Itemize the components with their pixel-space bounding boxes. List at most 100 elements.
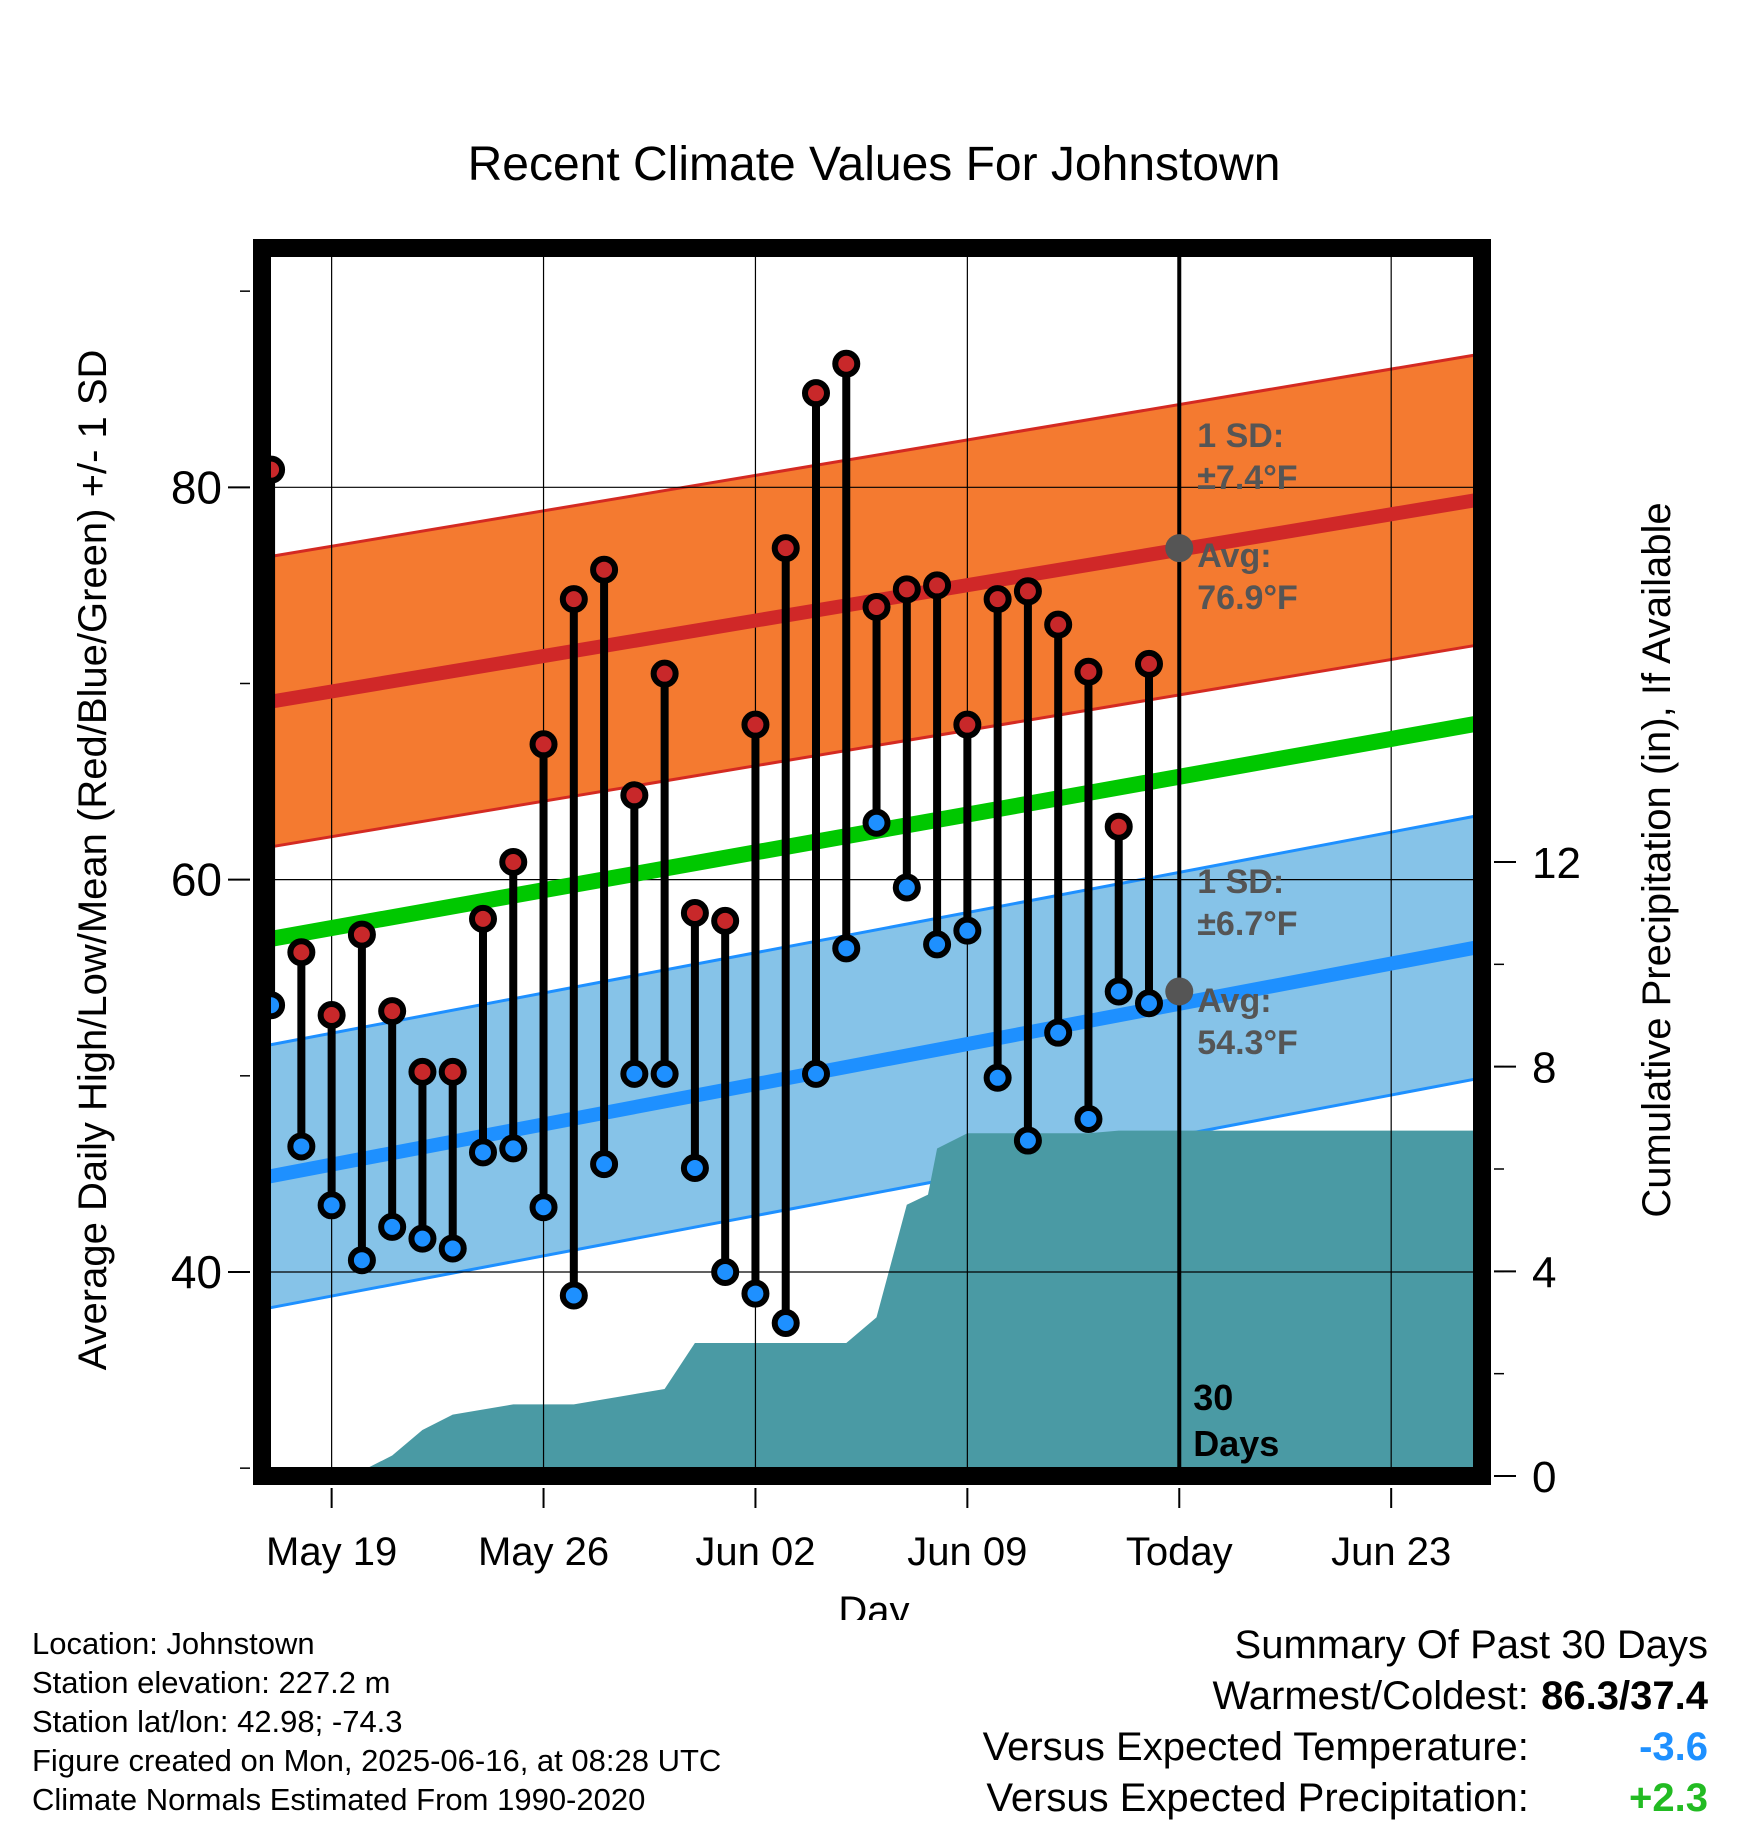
y-axis-label: Average Daily High/Low/Mean (Red/Blue/Gr… bbox=[71, 350, 115, 1371]
x-tick-label: Today bbox=[1126, 1530, 1233, 1574]
elevation-text: Station elevation: 227.2 m bbox=[32, 1665, 391, 1700]
precip-row: Versus Expected Precipitation: +2.3 bbox=[983, 1773, 1708, 1824]
y-tick-label: 40 bbox=[171, 1246, 222, 1298]
low-point bbox=[650, 1059, 679, 1088]
low-point bbox=[559, 1281, 588, 1310]
high-point bbox=[892, 575, 921, 604]
low-point bbox=[620, 1059, 649, 1088]
high-point bbox=[1104, 812, 1133, 841]
high-sd-value: ±7.4°F bbox=[1197, 459, 1297, 497]
precip-label: Versus Expected Precipitation: bbox=[986, 1776, 1529, 1820]
high-avg-label: Avg: bbox=[1197, 537, 1271, 575]
low-point bbox=[680, 1154, 709, 1183]
low-point bbox=[590, 1150, 619, 1179]
low-point bbox=[317, 1191, 346, 1220]
high-point bbox=[1013, 577, 1042, 606]
location-text: Location: Johnstown bbox=[32, 1626, 315, 1661]
y2-axis-label: Cumulative Precipitation (in), If Availa… bbox=[1635, 502, 1679, 1217]
high-point bbox=[650, 659, 679, 688]
low-avg-label: Avg: bbox=[1197, 982, 1271, 1020]
high-point bbox=[559, 585, 588, 614]
high-point bbox=[953, 710, 982, 739]
low-point bbox=[529, 1193, 558, 1222]
warm-cold-row: Warmest/Coldest: 86.3/37.4 bbox=[983, 1671, 1709, 1722]
high-point bbox=[590, 555, 619, 584]
low-point bbox=[1044, 1018, 1073, 1047]
high-point bbox=[468, 904, 497, 933]
low-sd-value: ±6.7°F bbox=[1197, 905, 1297, 943]
y2-tick-label: 4 bbox=[1532, 1248, 1556, 1297]
low-sd-upper-line bbox=[261, 813, 1483, 1048]
high-point bbox=[1074, 657, 1103, 686]
low-point bbox=[1104, 977, 1133, 1006]
y2-tick-label: 0 bbox=[1532, 1453, 1556, 1502]
high-point bbox=[741, 710, 770, 739]
low-point bbox=[923, 930, 952, 959]
high-point bbox=[771, 534, 800, 563]
low-point bbox=[499, 1134, 528, 1163]
summary-panel: Summary Of Past 30 Days Warmest/Coldest:… bbox=[983, 1620, 1708, 1824]
low-point bbox=[983, 1063, 1012, 1092]
high-point bbox=[378, 997, 407, 1026]
high-point bbox=[287, 938, 316, 967]
low-point bbox=[347, 1246, 376, 1275]
temp-row: Versus Expected Temperature: -3.6 bbox=[983, 1722, 1708, 1773]
high-sd-lower-line bbox=[261, 642, 1483, 850]
high-point bbox=[680, 899, 709, 928]
low-point bbox=[801, 1059, 830, 1088]
high-avg-value: 76.9°F bbox=[1197, 579, 1298, 617]
summary-title: Summary Of Past 30 Days bbox=[1234, 1623, 1708, 1667]
chart-title: Recent Climate Values For Johnstown bbox=[468, 138, 1281, 191]
days-label-number: 30 bbox=[1193, 1377, 1233, 1418]
low-point bbox=[1134, 989, 1163, 1018]
high-sd-label: 1 SD: bbox=[1197, 417, 1284, 455]
x-tick-label: Jun 02 bbox=[695, 1530, 815, 1574]
high-point bbox=[923, 571, 952, 600]
low-point bbox=[953, 916, 982, 945]
precipitation-area bbox=[262, 1130, 1482, 1476]
created-text: Figure created on Mon, 2025-06-16, at 08… bbox=[32, 1743, 722, 1778]
low-point bbox=[711, 1257, 740, 1286]
y2-tick-label: 12 bbox=[1532, 839, 1581, 888]
high-point bbox=[832, 349, 861, 378]
high-point bbox=[499, 848, 528, 876]
high-point bbox=[983, 585, 1012, 614]
warm-cold-value: 86.3/37.4 bbox=[1541, 1674, 1708, 1718]
y-tick-label: 80 bbox=[171, 461, 222, 513]
warm-cold-label: Warmest/Coldest: bbox=[1212, 1674, 1529, 1718]
high-point bbox=[529, 730, 558, 759]
low-avg-line bbox=[260, 939, 1484, 1185]
today-low-avg-marker bbox=[1165, 977, 1194, 1006]
low-point bbox=[832, 934, 861, 963]
plot-frame bbox=[253, 239, 1491, 1485]
low-point bbox=[438, 1234, 467, 1263]
high-point bbox=[1044, 610, 1073, 639]
y-tick-label: 60 bbox=[171, 854, 222, 906]
high-point bbox=[438, 1057, 467, 1086]
low-avg-value: 54.3°F bbox=[1197, 1024, 1298, 1062]
x-axis-label: Day bbox=[838, 1589, 909, 1620]
station-info: Location: Johnstown Station elevation: 2… bbox=[32, 1624, 721, 1819]
latlon-text: Station lat/lon: 42.98; -74.3 bbox=[32, 1704, 403, 1739]
low-point bbox=[408, 1224, 437, 1253]
low-point bbox=[287, 1132, 316, 1161]
high-point bbox=[347, 920, 376, 949]
low-point bbox=[1013, 1126, 1042, 1155]
low-point bbox=[468, 1138, 497, 1167]
normals-text: Climate Normals Estimated From 1990-2020 bbox=[32, 1782, 646, 1817]
temp-value: -3.6 bbox=[1639, 1725, 1708, 1769]
high-point bbox=[862, 592, 891, 621]
precip-value: +2.3 bbox=[1629, 1776, 1708, 1820]
low-sd-lower-line bbox=[261, 1076, 1483, 1311]
x-tick-label: May 26 bbox=[478, 1530, 609, 1574]
high-point bbox=[711, 906, 740, 935]
low-point bbox=[892, 873, 921, 902]
high-point bbox=[801, 379, 830, 408]
low-point bbox=[862, 808, 891, 837]
high-point bbox=[408, 1057, 437, 1086]
climate-chart: Recent Climate Values For Johnstown 1 SD… bbox=[71, 138, 1679, 1620]
high-sd-upper-line bbox=[261, 352, 1483, 560]
temp-label: Versus Expected Temperature: bbox=[982, 1725, 1529, 1769]
x-tick-label: Jun 09 bbox=[907, 1530, 1027, 1574]
low-point bbox=[771, 1308, 800, 1337]
